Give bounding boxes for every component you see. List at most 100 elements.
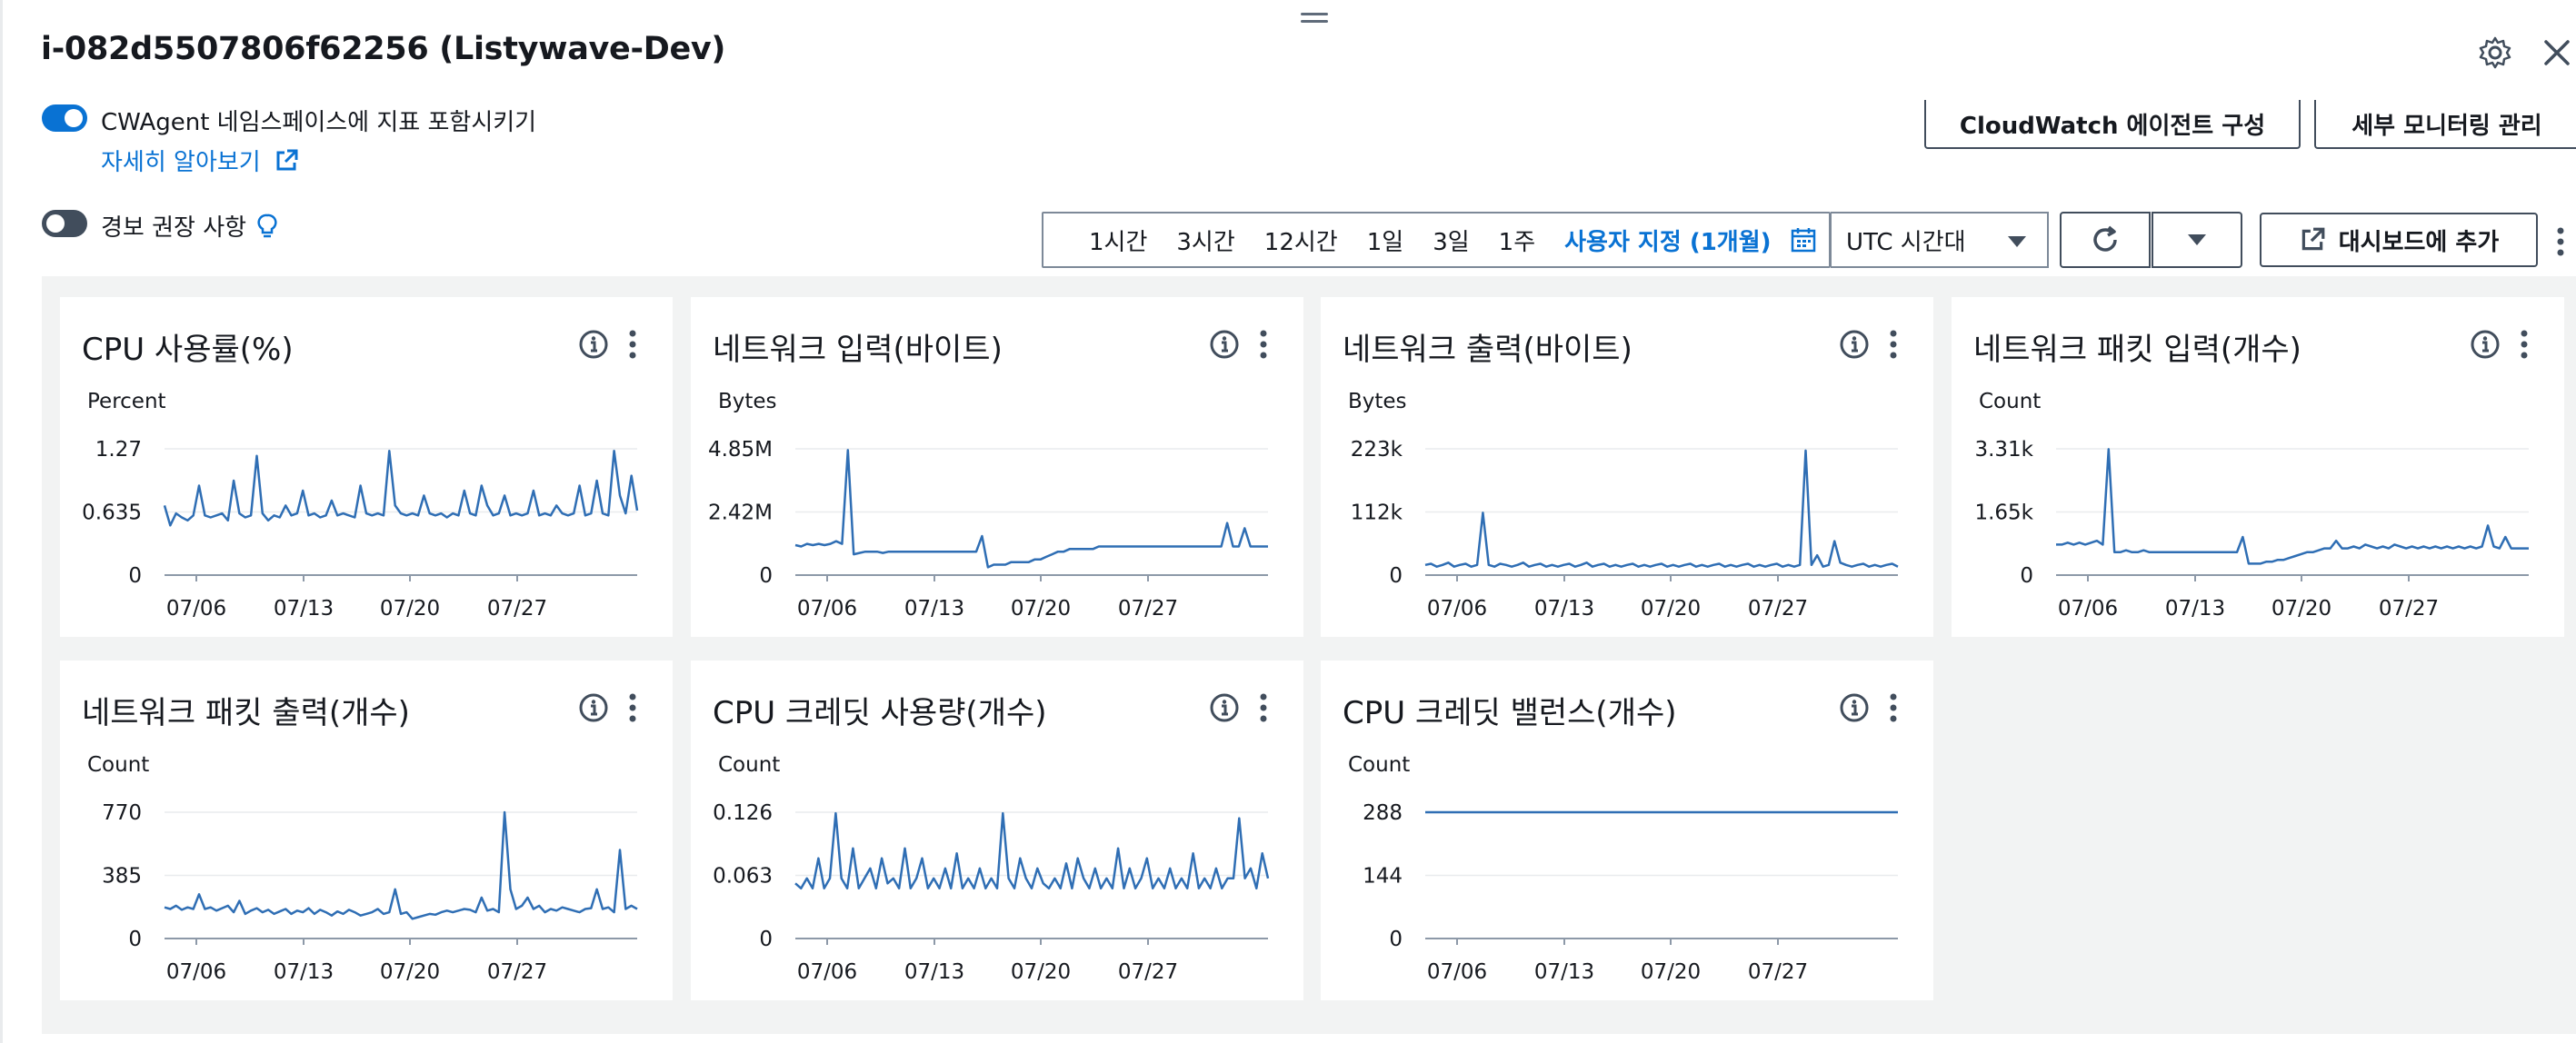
metrics-grid: CPU 사용률(%) Percent 1.27 0.635 0 07/06 07/13 07/… <box>42 276 2576 1034</box>
external-link-icon <box>276 149 298 171</box>
y-tick-label: 2.42M <box>708 502 773 525</box>
y-axis-unit: Bytes <box>718 390 777 413</box>
page-title: i-082d5507806f62256 (Listywave-Dev) <box>41 31 726 67</box>
cloudwatch-agent-button[interactable]: CloudWatch 에이전트 구성 <box>1924 100 2301 149</box>
range-custom[interactable]: 사용자 지정 (1개월) <box>1564 228 1772 256</box>
line-chart: 1.27 0.635 0 07/06 07/13 07/20 07/27 <box>82 438 639 621</box>
x-tick-label: 07/06 <box>1427 597 1487 621</box>
chart-title: 네트워크 입력(바이트) <box>713 332 1003 368</box>
chart-title: 네트워크 패킷 출력(개수) <box>82 695 410 731</box>
y-axis-unit: Count <box>718 753 781 777</box>
chart-title: 네트워크 패킷 입력(개수) <box>1973 332 2301 368</box>
x-tick-label: 07/20 <box>1011 597 1071 621</box>
lightbulb-icon <box>257 214 277 238</box>
more-actions-icon[interactable] <box>2553 224 2568 260</box>
x-tick-label: 07/13 <box>2165 597 2225 621</box>
series-line[interactable] <box>1424 449 1899 568</box>
more-actions-icon[interactable] <box>1256 690 1271 726</box>
x-tick-label: 07/13 <box>1534 597 1594 621</box>
close-icon[interactable] <box>2539 35 2575 71</box>
refresh-icon <box>2093 225 2117 252</box>
y-tick-label: 112k <box>1351 502 1403 525</box>
refresh-options-button[interactable] <box>2152 212 2242 268</box>
x-tick-label: 07/13 <box>274 597 334 621</box>
range-1w[interactable]: 1주 <box>1498 228 1536 256</box>
caret-down-icon <box>2188 234 2206 245</box>
more-actions-icon[interactable] <box>1256 326 1271 363</box>
line-chart: 4.85M 2.42M 0 07/06 07/13 07/20 07/27 <box>708 438 1268 621</box>
external-link-icon <box>2301 227 2325 251</box>
x-tick-label: 07/06 <box>2058 597 2118 621</box>
y-tick-label: 0 <box>128 928 142 951</box>
y-tick-label: 144 <box>1363 865 1403 889</box>
info-icon[interactable] <box>1839 692 1870 723</box>
timezone-value: UTC 시간대 <box>1846 228 1966 256</box>
range-1h[interactable]: 1시간 <box>1089 228 1148 256</box>
more-actions-icon[interactable] <box>625 690 640 726</box>
info-icon[interactable] <box>1839 329 1870 360</box>
chart-title: CPU 크레딧 밸런스(개수) <box>1343 695 1677 731</box>
chart-title: 네트워크 출력(바이트) <box>1343 332 1632 368</box>
metric-card: 네트워크 패킷 출력(개수) Count 770 385 0 07/06 07/13 07/2… <box>60 661 673 1000</box>
y-tick-label: 0.063 <box>713 865 773 889</box>
series-line[interactable] <box>794 449 1268 569</box>
metric-card: 네트워크 패킷 입력(개수) Count 3.31k 1.65k 0 07/06 07/13… <box>1952 297 2564 637</box>
info-icon[interactable] <box>1209 329 1240 360</box>
y-axis-unit: Percent <box>87 390 166 413</box>
info-icon[interactable] <box>1209 692 1240 723</box>
y-tick-label: 288 <box>1363 801 1403 825</box>
info-icon[interactable] <box>2470 329 2501 360</box>
y-tick-label: 4.85M <box>708 438 773 462</box>
x-tick-label: 07/20 <box>1641 960 1701 984</box>
learn-more-link[interactable]: 자세히 알아보기 <box>101 144 299 177</box>
metric-card: CPU 크레딧 밸런스(개수) Count 288 144 0 07/06 07/13 07/… <box>1321 661 1933 1000</box>
more-actions-icon[interactable] <box>1886 326 1901 363</box>
metric-card: 네트워크 입력(바이트) Bytes 4.85M 2.42M 0 07/06 07/13 07… <box>691 297 1303 637</box>
detailed-monitoring-button[interactable]: 세부 모니터링 관리 <box>2314 100 2576 149</box>
y-tick-label: 1.65k <box>1974 502 2033 525</box>
x-tick-label: 07/27 <box>487 597 547 621</box>
more-actions-icon[interactable] <box>625 326 640 363</box>
more-actions-icon[interactable] <box>2517 326 2531 363</box>
calendar-icon[interactable] <box>1790 226 1817 253</box>
metric-card: CPU 사용률(%) Percent 1.27 0.635 0 07/06 07/13 07/… <box>60 297 673 637</box>
y-tick-label: 385 <box>102 865 142 889</box>
time-range-selector: 1시간 3시간 12시간 1일 3일 1주 사용자 지정 (1개월) <box>1042 212 1831 268</box>
alarm-label: 경보 권장 사항 <box>101 209 277 243</box>
alarm-toggle[interactable] <box>42 210 87 237</box>
x-tick-label: 07/27 <box>1118 960 1178 984</box>
series-line[interactable] <box>164 810 638 920</box>
y-tick-label: 0 <box>759 564 773 588</box>
info-icon[interactable] <box>578 692 609 723</box>
gear-icon[interactable] <box>2477 35 2513 71</box>
y-tick-label: 0 <box>1389 928 1403 951</box>
add-to-dashboard-button[interactable]: 대시보드에 추가 <box>2260 213 2538 267</box>
range-1d[interactable]: 1일 <box>1366 228 1404 256</box>
y-tick-label: 0.126 <box>713 801 773 825</box>
add-to-dashboard-label: 대시보드에 추가 <box>2338 228 2500 256</box>
alarm-label-text: 경보 권장 사항 <box>101 214 247 242</box>
refresh-button[interactable] <box>2060 212 2151 268</box>
range-3d[interactable]: 3일 <box>1433 228 1470 256</box>
cwagent-label: CWAgent 네임스페이스에 지표 포함시키기 <box>101 109 537 136</box>
line-chart: 0.126 0.063 0 07/06 07/13 07/20 07/27 <box>713 801 1270 984</box>
y-tick-label: 3.31k <box>1974 438 2033 462</box>
chart-title: CPU 사용률(%) <box>82 332 294 368</box>
y-axis-unit: Count <box>87 753 150 777</box>
line-chart: 223k 112k 0 07/06 07/13 07/20 07/27 <box>1351 438 1899 621</box>
drag-handle[interactable] <box>1301 13 1328 25</box>
y-axis-unit: Count <box>1348 753 1411 777</box>
series-line[interactable] <box>2056 448 2529 565</box>
series-line[interactable] <box>163 449 639 527</box>
y-tick-label: 0 <box>1389 564 1403 588</box>
cwagent-toggle[interactable] <box>42 104 87 132</box>
learn-more-text: 자세히 알아보기 <box>101 149 261 176</box>
series-line[interactable] <box>794 811 1270 890</box>
chart-title: CPU 크레딧 사용량(개수) <box>713 695 1047 731</box>
info-icon[interactable] <box>578 329 609 360</box>
range-3h[interactable]: 3시간 <box>1176 228 1235 256</box>
range-12h[interactable]: 12시간 <box>1263 228 1338 256</box>
more-actions-icon[interactable] <box>1886 690 1901 726</box>
timezone-select[interactable]: UTC 시간대 <box>1831 212 2049 268</box>
y-axis-unit: Bytes <box>1348 390 1407 413</box>
